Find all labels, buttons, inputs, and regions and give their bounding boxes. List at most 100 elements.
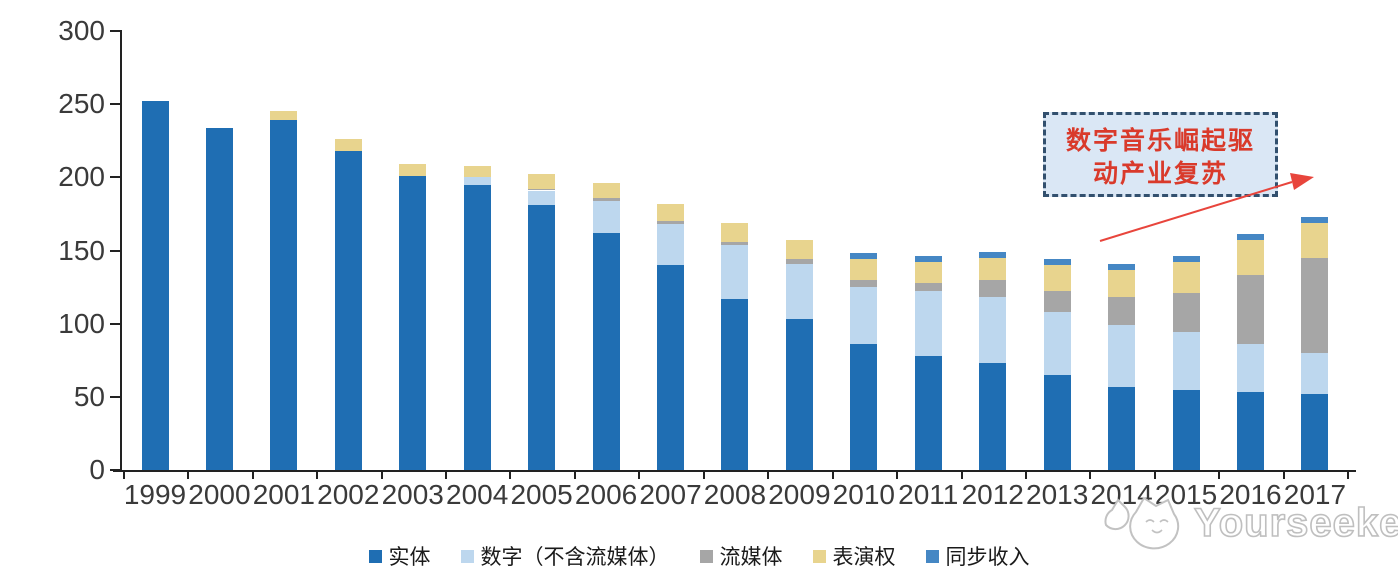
- x-axis-tick: [187, 471, 190, 479]
- legend-marker-physical: [368, 549, 382, 563]
- x-axis-tick: [896, 471, 899, 479]
- watermark: Yourseeker: [1098, 492, 1398, 554]
- bar-segment-digital-ex-streaming: [1236, 344, 1264, 393]
- bar-segment-physical: [1236, 392, 1264, 470]
- x-axis-tick: [1024, 471, 1027, 479]
- x-axis-label-2002: 2002: [317, 479, 380, 510]
- bar-segment-performance-rights: [528, 174, 556, 190]
- bar-segment-physical: [334, 151, 362, 470]
- bar-segment-sync-revenue: [914, 256, 942, 263]
- x-axis-label-2003: 2003: [381, 479, 444, 510]
- bar-segment-digital-ex-streaming: [528, 190, 556, 206]
- legend-item-sync-revenue: 同步收入: [925, 541, 1030, 571]
- bar-segment-performance-rights: [914, 262, 942, 283]
- bar-segment-physical: [141, 101, 169, 470]
- x-axis-tick: [638, 471, 641, 479]
- x-axis-label-2005: 2005: [510, 479, 573, 510]
- x-axis-line: [113, 470, 1356, 472]
- y-axis-tick: [110, 249, 121, 252]
- bar-segment-streaming: [785, 259, 813, 264]
- bar-segment-streaming: [1043, 291, 1071, 312]
- cat-face-logo-icon: [1104, 496, 1180, 550]
- bar-segment-streaming: [850, 279, 878, 288]
- legend-label-streaming: 流媒体: [719, 545, 783, 569]
- x-axis-label-2007: 2007: [639, 479, 702, 510]
- bar-segment-physical: [979, 363, 1007, 470]
- legend-item-digital-ex-streaming: 数字（不含流媒体）: [460, 541, 670, 571]
- bar-segment-streaming: [721, 241, 749, 245]
- bar-segment-streaming: [1301, 257, 1329, 353]
- y-axis-tick-label: 250: [58, 88, 105, 120]
- y-axis-tick-label: 100: [58, 307, 105, 339]
- legend-marker-digital-ex-streaming: [460, 549, 474, 563]
- y-axis-tick: [110, 176, 121, 179]
- x-axis-tick: [122, 471, 125, 479]
- x-axis-tick: [1282, 471, 1285, 479]
- bar-segment-performance-rights: [1301, 222, 1329, 258]
- bar-segment-physical: [914, 355, 942, 470]
- bar-segment-physical: [1043, 374, 1071, 470]
- x-axis-label-2011: 2011: [898, 479, 959, 510]
- y-axis-tick-label: 0: [89, 454, 105, 485]
- bar-segment-performance-rights: [334, 139, 362, 151]
- bar-segment-streaming: [1236, 275, 1264, 345]
- x-axis-label-2008: 2008: [703, 479, 767, 510]
- bar-segment-sync-revenue: [979, 251, 1007, 258]
- bar-segment-performance-rights: [657, 203, 685, 222]
- bar-segment-sync-revenue: [1043, 259, 1071, 266]
- bar-segment-digital-ex-streaming: [1043, 311, 1071, 375]
- y-axis-tick-label: 200: [58, 161, 105, 193]
- bar-segment-streaming: [528, 189, 556, 191]
- annotation-text-line2: 动产业复苏: [1092, 159, 1228, 188]
- bar-segment-performance-rights: [1236, 240, 1264, 276]
- y-axis-tick-label: 300: [58, 15, 105, 46]
- bar-segment-streaming: [1108, 297, 1136, 326]
- x-axis-label-2001: 2001: [252, 479, 316, 510]
- bar-segment-physical: [721, 298, 749, 470]
- bar-segment-streaming: [657, 221, 685, 225]
- bar-segment-streaming: [914, 282, 942, 292]
- bar-segment-performance-rights: [721, 222, 749, 242]
- bar-segment-performance-rights: [592, 183, 620, 198]
- bar-segment-physical: [1301, 393, 1329, 470]
- bar-segment-sync-revenue: [1108, 263, 1136, 270]
- annotation-callout: 数字音乐崛起驱 动产业复苏: [1043, 112, 1278, 197]
- bar-segment-sync-revenue: [1236, 234, 1264, 241]
- x-axis-tick: [702, 471, 705, 479]
- legend-label-sync-revenue: 同步收入: [945, 545, 1030, 569]
- bar-segment-physical: [592, 232, 620, 470]
- bar-segment-physical: [463, 184, 491, 470]
- x-axis-tick: [960, 471, 963, 479]
- y-axis-tick: [110, 322, 121, 325]
- bar-segment-physical: [785, 319, 813, 470]
- y-axis-tick: [110, 395, 121, 398]
- x-axis-label-2009: 2009: [768, 479, 831, 510]
- x-axis-tick: [1218, 471, 1221, 479]
- y-axis-tick: [110, 30, 121, 32]
- legend-marker-streaming: [699, 549, 713, 563]
- bar-segment-performance-rights: [850, 259, 878, 280]
- bar-segment-sync-revenue: [1172, 256, 1200, 263]
- y-axis-tick: [110, 103, 121, 106]
- bar-segment-digital-ex-streaming: [914, 291, 942, 356]
- x-axis-label-2004: 2004: [446, 479, 509, 510]
- bar-segment-performance-rights: [270, 111, 298, 121]
- bar-segment-digital-ex-streaming: [1172, 332, 1200, 390]
- x-axis-tick: [444, 471, 447, 479]
- y-axis-line: [120, 30, 122, 471]
- x-axis-label-2010: 2010: [832, 479, 895, 510]
- bar-segment-performance-rights: [1172, 262, 1200, 293]
- bar-segment-performance-rights: [979, 257, 1007, 280]
- bar-segment-streaming: [592, 197, 620, 201]
- x-axis-label-2013: 2013: [1026, 479, 1089, 510]
- x-axis-tick: [251, 471, 254, 479]
- x-axis-tick: [573, 471, 576, 479]
- bar-segment-performance-rights: [1043, 265, 1071, 292]
- watermark-text: Yourseeker: [1193, 500, 1398, 546]
- y-axis-tick-label: 50: [73, 380, 105, 412]
- legend-item-physical: 实体: [368, 541, 431, 571]
- x-axis-label-2000: 2000: [188, 479, 251, 510]
- bar-segment-digital-ex-streaming: [721, 244, 749, 299]
- bar-segment-physical: [850, 344, 878, 470]
